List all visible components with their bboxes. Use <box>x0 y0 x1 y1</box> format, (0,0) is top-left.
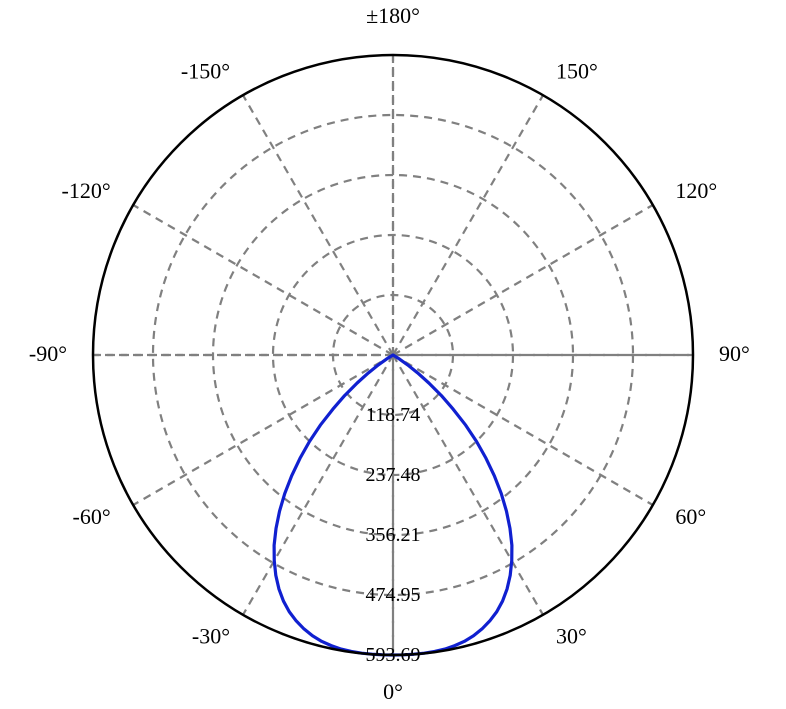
grid-spoke <box>393 355 653 505</box>
polar-chart: 118.74 237.48 356.21 474.95 593.69 0° 30° 60° 9… <box>0 0 786 709</box>
grid-spoke <box>133 355 393 505</box>
radial-tick-label: 593.69 <box>366 644 421 666</box>
angle-tick-label: 120° <box>675 178 717 203</box>
angle-tick-label: 60° <box>675 504 706 529</box>
radial-tick-label: 118.74 <box>366 404 420 426</box>
angle-tick-label: -90° <box>29 341 67 366</box>
angle-tick-label: -150° <box>181 59 230 84</box>
angle-tick-label: -60° <box>73 504 111 529</box>
grid-spoke <box>393 205 653 355</box>
radial-tick-label: 474.95 <box>366 584 421 606</box>
angle-tick-label: 0° <box>383 679 403 704</box>
angle-tick-label: ±180° <box>366 3 420 28</box>
grid-spoke <box>243 95 393 355</box>
grid-spoke <box>133 205 393 355</box>
angle-tick-label: -120° <box>62 178 111 203</box>
radial-tick-label: 356.21 <box>366 524 421 546</box>
angle-tick-label: 90° <box>719 341 750 366</box>
radial-tick-label: 237.48 <box>366 464 421 486</box>
angle-tick-label: -30° <box>192 623 230 648</box>
grid-spoke <box>393 95 543 355</box>
angle-tick-label: 30° <box>556 623 587 648</box>
angle-tick-label: 150° <box>556 59 598 84</box>
